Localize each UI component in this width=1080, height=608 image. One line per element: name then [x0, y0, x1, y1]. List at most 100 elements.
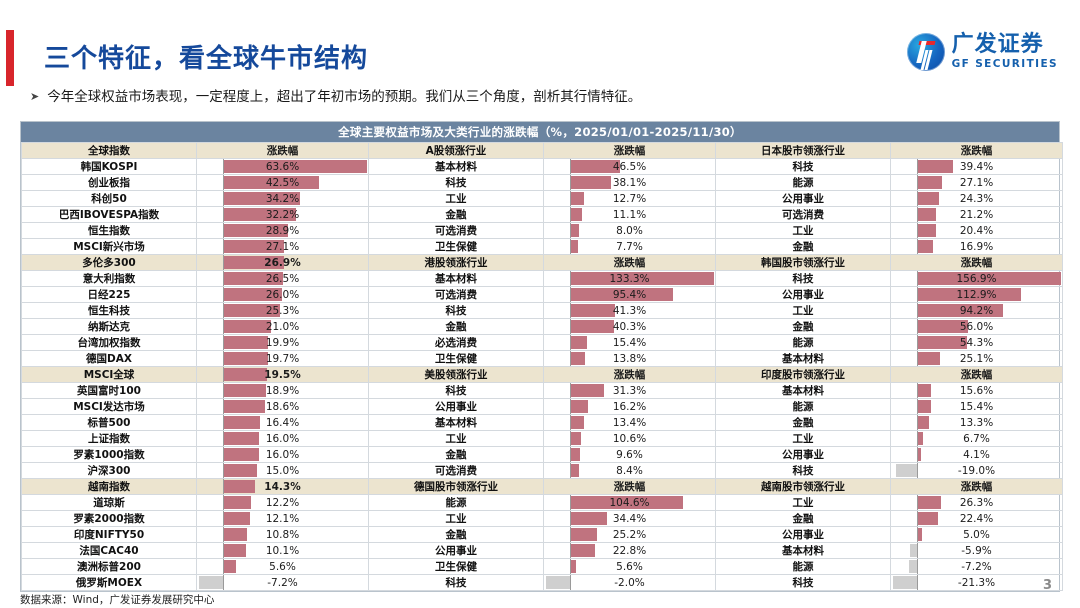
bar-positive [917, 496, 942, 509]
value-bar-cell: 112.9% [890, 286, 1063, 303]
bar-baseline [570, 431, 571, 446]
category-label: 可选消费 [368, 222, 544, 239]
value-bar-cell: 11.1% [543, 206, 716, 223]
bar-positive [570, 224, 579, 237]
category-label: 罗素1000指数 [21, 446, 197, 463]
group-header-value: 涨跌幅 [890, 254, 1063, 271]
group-header-label: 美股领涨行业 [368, 366, 544, 383]
bar-baseline [570, 351, 571, 366]
value-label: 12.1% [265, 513, 300, 525]
group-header-value-label: 涨跌幅 [266, 145, 299, 157]
bar-positive [917, 400, 932, 413]
value-bar-cell: -21.3% [890, 574, 1063, 591]
value-label: 26.3% [959, 497, 994, 509]
bar-baseline [223, 303, 224, 318]
category-label: 英国富时100 [21, 382, 197, 399]
value-label: 42.5% [265, 177, 300, 189]
value-bar-cell: 27.1% [196, 238, 369, 255]
bar-baseline [223, 479, 224, 494]
value-bar-cell: -7.2% [196, 574, 369, 591]
table-row: 法国CAC40 10.1% 公用事业 22.8% 基本材料 -5.9% [21, 542, 1063, 559]
value-bar-cell: -5.9% [890, 542, 1063, 559]
bar-positive [223, 176, 320, 189]
bar-negative [895, 464, 917, 477]
bar-negative [199, 576, 223, 589]
bar-positive [570, 176, 612, 189]
group-header-value-label: 涨跌幅 [613, 145, 646, 157]
bar-positive [917, 288, 1021, 301]
bar-baseline [570, 559, 571, 574]
category-label: 基本材料 [715, 382, 891, 399]
category-label: 罗素2000指数 [21, 510, 197, 527]
bar-positive [570, 400, 588, 413]
gf-logo-icon [906, 33, 945, 71]
category-label: 基本材料 [368, 270, 544, 287]
category-label: 公用事业 [715, 286, 891, 303]
bar-positive [917, 320, 969, 333]
bar-baseline [917, 175, 918, 190]
bar-baseline [917, 207, 918, 222]
bar-positive [570, 160, 621, 173]
value-label: 15.0% [265, 465, 300, 477]
value-bar-cell: 10.6% [543, 430, 716, 447]
value-bar-cell: 12.7% [543, 190, 716, 207]
group-header-value: 涨跌幅 [543, 254, 716, 271]
value-bar-cell: 133.3% [543, 270, 716, 287]
category-label: 恒生指数 [21, 222, 197, 239]
table-row: 巴西IBOVESPA指数 32.2% 金融 11.1% 可选消费 21.2% [21, 206, 1063, 223]
value-bar-cell: 9.6% [543, 446, 716, 463]
bar-positive [917, 192, 940, 205]
bar-positive [917, 272, 1061, 285]
bar-baseline [917, 495, 918, 510]
category-label: 工业 [368, 510, 544, 527]
value-label: 32.2% [265, 209, 300, 221]
value-label: 12.2% [265, 497, 300, 509]
category-label: 澳洲标普200 [21, 558, 197, 575]
category-label: 金融 [715, 414, 891, 431]
bar-baseline [917, 511, 918, 526]
value-bar-cell: 15.6% [890, 382, 1063, 399]
category-label: 科技 [368, 174, 544, 191]
bar-baseline [570, 495, 571, 510]
bar-baseline [570, 159, 571, 174]
value-label: 19.9% [265, 337, 300, 349]
category-label: 标普500 [21, 414, 197, 431]
bar-baseline [570, 415, 571, 430]
bar-positive [917, 304, 1004, 317]
bar-positive [223, 320, 271, 333]
bar-positive [570, 208, 582, 221]
category-label: 可选消费 [715, 206, 891, 223]
bar-baseline [223, 447, 224, 462]
bar-positive [223, 448, 260, 461]
table-rows-container: 全球指数 涨跌幅 A股领涨行业 涨跌幅 日本股市领涨行业 涨跌幅 韩国KOSPI 63.6% 基… [21, 142, 1063, 591]
value-label: -21.3% [957, 577, 996, 589]
bar-baseline [570, 383, 571, 398]
value-label: 10.1% [265, 545, 300, 557]
bar-baseline [917, 239, 918, 254]
group-header-label: A股领涨行业 [368, 142, 544, 159]
bar-baseline [223, 383, 224, 398]
value-label: 13.8% [612, 353, 647, 365]
bar-baseline [223, 367, 224, 382]
value-bar-cell: 21.0% [196, 318, 369, 335]
category-label: 纳斯达克 [21, 318, 197, 335]
value-label: -7.2% [961, 561, 992, 573]
value-label: 14.3% [264, 481, 301, 493]
table-row: 英国富时100 18.9% 科技 31.3% 基本材料 15.6% [21, 382, 1063, 399]
category-label: 公用事业 [368, 542, 544, 559]
bar-positive [917, 528, 922, 541]
category-label: 俄罗斯MOEX [21, 574, 197, 591]
bullet-arrow-icon: ➤ [30, 90, 40, 103]
value-bar-cell: 26.3% [890, 494, 1063, 511]
value-label: 13.3% [959, 417, 994, 429]
bar-baseline [223, 319, 224, 334]
bar-baseline [223, 175, 224, 190]
bar-positive [917, 240, 933, 253]
value-label: 38.1% [612, 177, 647, 189]
table-row: 印度NIFTY50 10.8% 金融 25.2% 公用事业 5.0% [21, 526, 1063, 543]
value-bar-cell: 8.4% [543, 462, 716, 479]
category-label: 工业 [715, 494, 891, 511]
bar-baseline [570, 303, 571, 318]
value-label: 54.3% [959, 337, 994, 349]
category-label: 法国CAC40 [21, 542, 197, 559]
